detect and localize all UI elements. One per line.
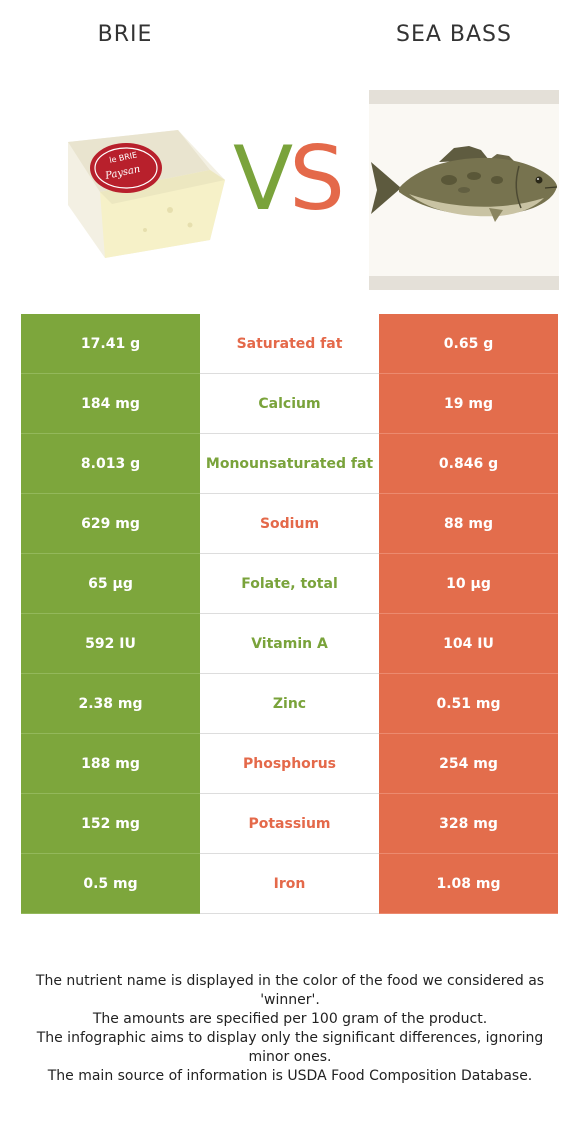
nutrient-name: Phosphorus <box>200 734 379 793</box>
table-row: 65 µg Folate, total 10 µg <box>21 554 558 614</box>
nutrient-name: Vitamin A <box>200 614 379 673</box>
vs-label: VS <box>222 134 352 224</box>
brie-value: 65 µg <box>21 554 200 614</box>
brie-value: 629 mg <box>21 494 200 554</box>
table-row: 17.41 g Saturated fat 0.65 g <box>21 314 558 374</box>
nutrient-name: Sodium <box>200 494 379 553</box>
hero-images: le BRIE Paysan VS <box>0 90 580 300</box>
left-food-title: BRIE <box>97 22 153 47</box>
sea-bass-value: 0.65 g <box>379 314 558 374</box>
table-row: 188 mg Phosphorus 254 mg <box>21 734 558 794</box>
sea-bass-value: 104 IU <box>379 614 558 674</box>
nutrient-comparison-table: 17.41 g Saturated fat 0.65 g 184 mg Calcium 1… <box>21 314 558 914</box>
brie-value: 184 mg <box>21 374 200 434</box>
brie-value: 188 mg <box>21 734 200 794</box>
footer-line-3: The infographic aims to display only the… <box>36 1030 544 1065</box>
sea-bass-image <box>369 90 559 290</box>
table-row: 8.013 g Monounsaturated fat 0.846 g <box>21 434 558 494</box>
right-food-title: SEA BASS <box>396 22 512 47</box>
brie-value: 8.013 g <box>21 434 200 494</box>
nutrient-name: Iron <box>200 854 379 913</box>
brie-cheese-image: le BRIE Paysan <box>68 130 225 258</box>
sea-bass-value: 10 µg <box>379 554 558 614</box>
sea-bass-value: 0.51 mg <box>379 674 558 734</box>
table-row: 0.5 mg Iron 1.08 mg <box>21 854 558 914</box>
sea-bass-value: 0.846 g <box>379 434 558 494</box>
brie-value: 0.5 mg <box>21 854 200 914</box>
nutrient-name: Zinc <box>200 674 379 733</box>
nutrient-name: Monounsaturated fat <box>200 434 379 493</box>
sea-bass-value: 328 mg <box>379 794 558 854</box>
table-row: 629 mg Sodium 88 mg <box>21 494 558 554</box>
footer-line-2: The amounts are specified per 100 gram o… <box>92 1011 488 1027</box>
footer-line-4: The main source of information is USDA F… <box>47 1068 533 1084</box>
sea-bass-value: 88 mg <box>379 494 558 554</box>
footer-notes: The nutrient name is displayed in the co… <box>20 972 560 1086</box>
nutrient-name: Potassium <box>200 794 379 853</box>
sea-bass-value: 254 mg <box>379 734 558 794</box>
table-row: 152 mg Potassium 328 mg <box>21 794 558 854</box>
vs-v: V <box>232 127 293 230</box>
footer-line-1: The nutrient name is displayed in the co… <box>35 973 545 1008</box>
brie-value: 592 IU <box>21 614 200 674</box>
brie-value: 152 mg <box>21 794 200 854</box>
sea-bass-value: 1.08 mg <box>379 854 558 914</box>
nutrient-name: Saturated fat <box>200 314 379 373</box>
table-row: 2.38 mg Zinc 0.51 mg <box>21 674 558 734</box>
vs-s: S <box>289 127 345 230</box>
brie-value: 17.41 g <box>21 314 200 374</box>
nutrient-name: Calcium <box>200 374 379 433</box>
table-row: 592 IU Vitamin A 104 IU <box>21 614 558 674</box>
table-row: 184 mg Calcium 19 mg <box>21 374 558 434</box>
sea-bass-value: 19 mg <box>379 374 558 434</box>
nutrient-name: Folate, total <box>200 554 379 613</box>
brie-value: 2.38 mg <box>21 674 200 734</box>
